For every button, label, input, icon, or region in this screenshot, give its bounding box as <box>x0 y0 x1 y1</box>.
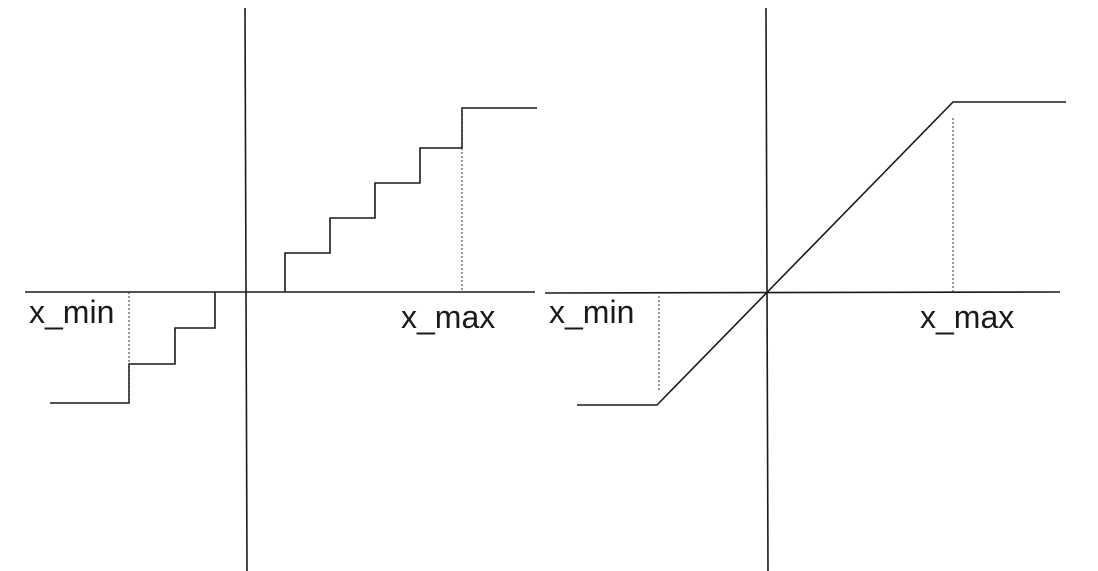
right-panel-continuous: x_min x_max <box>544 7 1066 571</box>
right-clipped-line <box>577 101 1066 406</box>
right-x-axis <box>544 291 1061 294</box>
left-y-axis <box>244 7 248 571</box>
left-x-max-label: x_max <box>401 299 495 335</box>
left-step-curve-positive <box>284 107 537 292</box>
left-panel-quantized: x_min x_max <box>25 7 537 571</box>
right-x-min-label: x_min <box>549 294 634 330</box>
right-y-axis <box>765 7 769 571</box>
left-x-min-label: x_min <box>29 294 114 330</box>
left-step-curve-negative <box>50 292 216 404</box>
right-x-max-label: x_max <box>920 299 1014 335</box>
